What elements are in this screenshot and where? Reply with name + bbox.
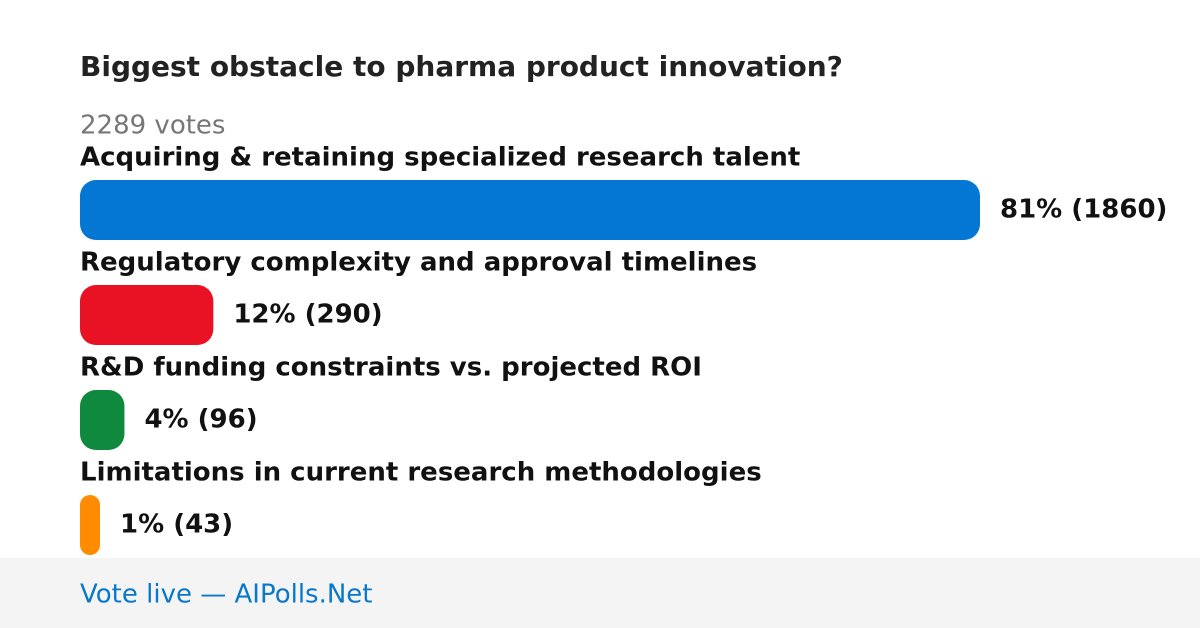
vote-count: 2289 votes (80, 111, 225, 141)
result-bar (80, 285, 214, 345)
result-bar (80, 390, 125, 450)
option-label: Regulatory complexity and approval timel… (80, 248, 757, 278)
footer-bar (0, 558, 1200, 628)
result-label: 12% (290) (233, 300, 382, 330)
poll-title: Biggest obstacle to pharma product innov… (80, 50, 843, 83)
result-bar (80, 180, 980, 240)
footer-link[interactable]: Vote live — AIPolls.Net (80, 580, 373, 610)
option-label: Limitations in current research methodol… (80, 458, 762, 488)
result-label: 1% (43) (120, 510, 233, 540)
result-label: 4% (96) (144, 405, 257, 435)
option-label: Acquiring & retaining specialized resear… (80, 143, 800, 173)
result-bar (80, 495, 100, 555)
option-label: R&D funding constraints vs. projected RO… (80, 353, 702, 383)
result-label: 81% (1860) (1000, 195, 1167, 225)
